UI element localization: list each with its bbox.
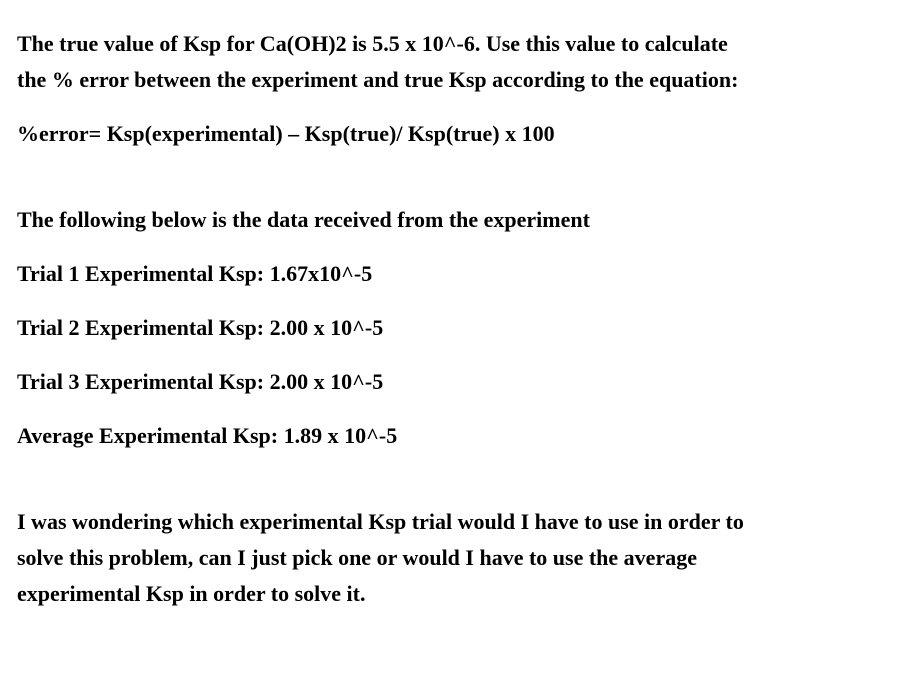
data-intro-text: The following below is the data received…: [17, 207, 590, 232]
question-paragraph: I was wondering which experimental Ksp t…: [17, 504, 894, 612]
question-line-3: experimental Ksp in order to solve it.: [17, 581, 366, 606]
percent-error-equation: %error= Ksp(experimental) – Ksp(true)/ K…: [17, 116, 894, 152]
data-intro-paragraph: The following below is the data received…: [17, 202, 894, 238]
average-ksp-text: Average Experimental Ksp: 1.89 x 10^-5: [17, 423, 398, 448]
trial-1-line: Trial 1 Experimental Ksp: 1.67x10^-5: [17, 256, 894, 292]
intro-line-1: The true value of Ksp for Ca(OH)2 is 5.5…: [17, 31, 728, 56]
equation-text: %error= Ksp(experimental) – Ksp(true)/ K…: [17, 121, 555, 146]
trial-3-text: Trial 3 Experimental Ksp: 2.00 x 10^-5: [17, 369, 384, 394]
question-line-1: I was wondering which experimental Ksp t…: [17, 509, 744, 534]
trial-2-text: Trial 2 Experimental Ksp: 2.00 x 10^-5: [17, 315, 384, 340]
intro-line-2: the % error between the experiment and t…: [17, 67, 739, 92]
intro-paragraph: The true value of Ksp for Ca(OH)2 is 5.5…: [17, 26, 894, 98]
trial-1-text: Trial 1 Experimental Ksp: 1.67x10^-5: [17, 261, 373, 286]
question-line-2: solve this problem, can I just pick one …: [17, 545, 697, 570]
average-ksp-line: Average Experimental Ksp: 1.89 x 10^-5: [17, 418, 894, 454]
trial-2-line: Trial 2 Experimental Ksp: 2.00 x 10^-5: [17, 310, 894, 346]
trial-3-line: Trial 3 Experimental Ksp: 2.00 x 10^-5: [17, 364, 894, 400]
